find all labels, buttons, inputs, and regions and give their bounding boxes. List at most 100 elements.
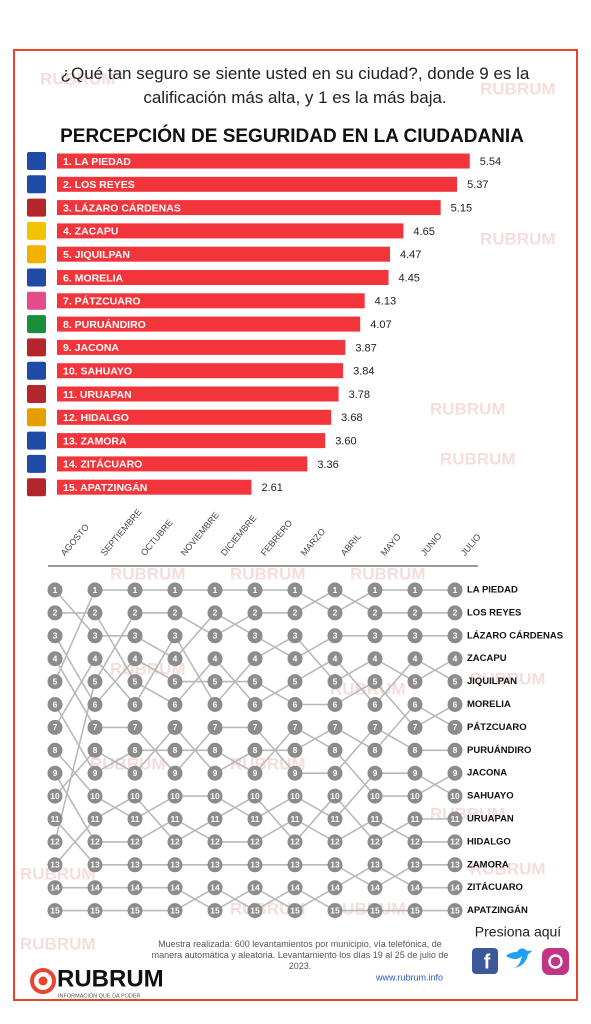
- rank-dot: [327, 857, 343, 873]
- instagram-icon[interactable]: [542, 948, 569, 975]
- rank-dot: [327, 834, 343, 850]
- rank-dot: [207, 788, 223, 804]
- rank-dot: [87, 765, 103, 781]
- rank-number: 5: [373, 676, 378, 686]
- rank-number: 13: [90, 860, 100, 870]
- bar-label: 5. JIQUILPAN: [63, 249, 130, 261]
- rank-number: 5: [133, 676, 138, 686]
- rank-number: 2: [453, 608, 458, 618]
- rank-dot: [447, 788, 463, 804]
- rank-dot: [127, 765, 143, 781]
- rank-dot: [47, 834, 63, 850]
- rank-dot: [367, 811, 383, 827]
- party-icon: [27, 268, 46, 287]
- rank-dot: [87, 651, 103, 667]
- rank-dot: [447, 742, 463, 758]
- rank-number: 9: [253, 768, 258, 778]
- rank-number: 7: [333, 722, 338, 732]
- rank-number: 9: [53, 768, 58, 778]
- rank-dot: [47, 788, 63, 804]
- rank-number: 9: [293, 768, 298, 778]
- rank-number: 7: [253, 722, 258, 732]
- month-label: ABRIL: [339, 531, 363, 557]
- rank-number: 12: [210, 837, 220, 847]
- rank-dot: [247, 582, 263, 598]
- party-icon: [27, 361, 46, 380]
- rank-number: 8: [133, 745, 138, 755]
- value-label: 3.87: [355, 342, 376, 354]
- watermark: RUBRUM: [480, 229, 556, 248]
- rank-dot: [247, 834, 263, 850]
- value-label: 4.47: [400, 249, 421, 261]
- bar-label: 4. ZACAPU: [63, 226, 118, 238]
- rank-number: 1: [333, 585, 338, 595]
- watermark: RUBRUM: [470, 859, 546, 878]
- month-label: JULIO: [459, 532, 483, 558]
- bar: [57, 270, 389, 285]
- month-label: AGOSTO: [59, 522, 91, 558]
- rank-dot: [47, 605, 63, 621]
- rank-number: 3: [453, 631, 458, 641]
- rank-dot: [287, 834, 303, 850]
- chart-title: PERCEPCIÓN DE SEGURIDAD EN LA CIUDADANIA: [60, 125, 524, 147]
- bump-line: [54, 589, 455, 843]
- month-label: DICIEMBRE: [219, 513, 259, 558]
- rank-number: 3: [333, 631, 338, 641]
- rank-number: 12: [170, 837, 180, 847]
- watermark: RUBRUM: [430, 399, 506, 418]
- rank-dot: [47, 880, 63, 896]
- rank-dot: [207, 742, 223, 758]
- rank-dot: [367, 834, 383, 850]
- rank-dot: [367, 903, 383, 919]
- rank-number: 13: [210, 860, 220, 870]
- rank-number: 1: [213, 585, 218, 595]
- rank-dot: [327, 628, 343, 644]
- rank-dot: [287, 605, 303, 621]
- rank-dot: [167, 765, 183, 781]
- rank-dot: [127, 651, 143, 667]
- rank-number: 8: [253, 745, 258, 755]
- rank-number: 10: [410, 791, 420, 801]
- rank-dot: [207, 719, 223, 735]
- rank-dot: [127, 811, 143, 827]
- rank-number: 12: [50, 837, 60, 847]
- rank-dot: [447, 857, 463, 873]
- rank-number: 9: [93, 768, 98, 778]
- twitter-icon[interactable]: [506, 948, 532, 968]
- month-label: JUNIO: [419, 531, 444, 558]
- rank-dot: [47, 742, 63, 758]
- facebook-icon[interactable]: [472, 948, 498, 974]
- rank-dot: [167, 742, 183, 758]
- rank-dot: [47, 674, 63, 690]
- rank-dot: [167, 811, 183, 827]
- rank-number: 4: [133, 653, 138, 663]
- rank-number: 1: [173, 585, 178, 595]
- rank-dot: [47, 628, 63, 644]
- rank-dot: [287, 697, 303, 712]
- rank-dot: [447, 697, 463, 712]
- rank-number: 13: [170, 860, 180, 870]
- rank-number: 4: [333, 653, 338, 663]
- bar-label: 6. MORELIA: [63, 272, 124, 284]
- rank-dot: [447, 582, 463, 598]
- rank-dot: [247, 765, 263, 781]
- watermark: RUBRUM: [230, 754, 306, 773]
- rank-number: 8: [93, 745, 98, 755]
- rank-number: 7: [453, 722, 458, 732]
- rank-dot: [247, 857, 263, 873]
- bar: [57, 386, 339, 402]
- rank-number: 6: [173, 699, 178, 709]
- bar: [57, 363, 344, 379]
- rank-dot: [287, 719, 303, 735]
- rank-number: 2: [53, 608, 58, 618]
- rank-number: 11: [411, 814, 420, 824]
- rank-number: 14: [250, 882, 260, 892]
- rank-dot: [327, 651, 343, 667]
- footnote-link[interactable]: www.rubrum.info: [375, 972, 443, 982]
- rank-number: 3: [413, 631, 418, 641]
- value-label: 5.54: [480, 156, 501, 168]
- rank-number: 2: [213, 608, 218, 618]
- month-label: OCTUBRE: [139, 518, 175, 558]
- rank-number: 12: [370, 837, 380, 847]
